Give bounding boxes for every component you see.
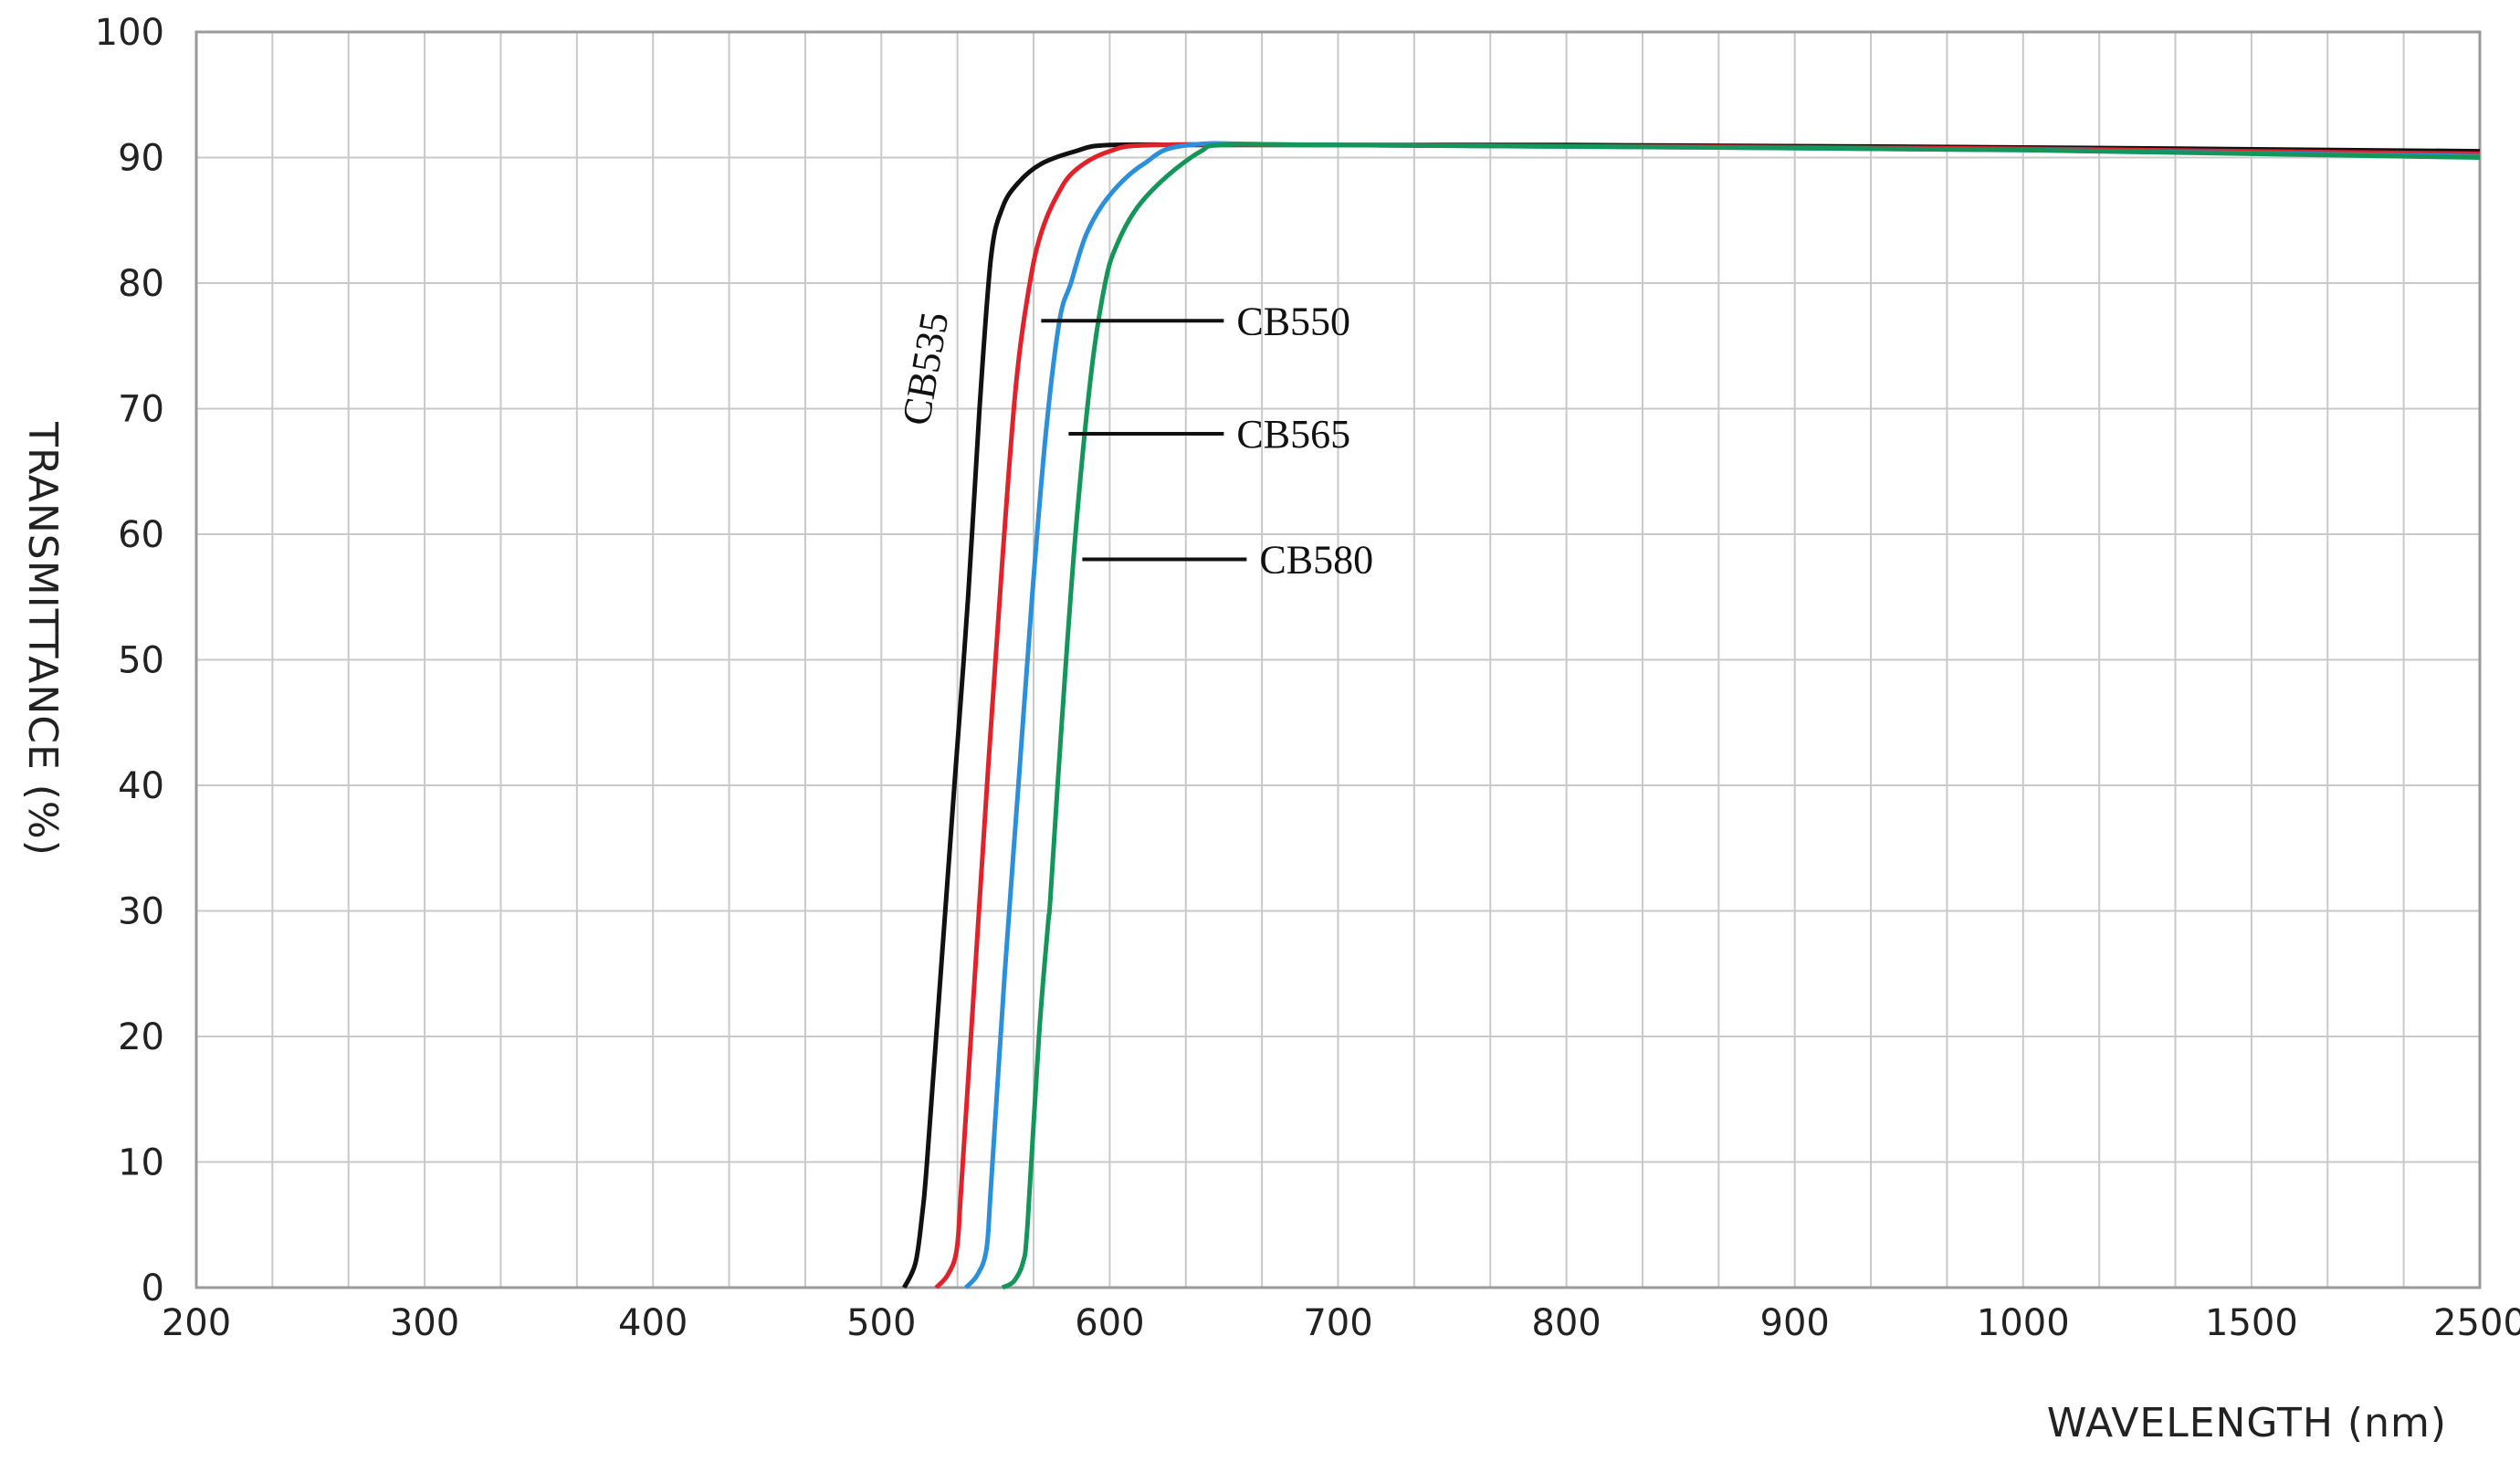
- series-line-cb565: [963, 141, 2481, 1289]
- x-tick-label: 1000: [1977, 1302, 2070, 1344]
- y-tick-label: 80: [118, 263, 164, 305]
- y-tick-label: 50: [118, 640, 164, 682]
- x-tick-label: 400: [618, 1302, 688, 1344]
- curve-labels: CB535 CB550 CB565 CB580: [894, 299, 1374, 582]
- y-tick-label: 70: [118, 389, 164, 431]
- plot-frame: [194, 30, 2482, 1289]
- x-tick-label: 2500: [2433, 1302, 2520, 1344]
- curve-label-cb535: CB535: [894, 309, 958, 428]
- series-line-cb550: [934, 142, 2481, 1289]
- y-tick-label: 30: [118, 891, 164, 933]
- plot-border: [194, 30, 2482, 1289]
- y-axis-title: TRANSMITTANCE (%): [19, 421, 66, 857]
- y-tick-label: 40: [118, 765, 164, 807]
- x-tick-label: 300: [390, 1302, 459, 1344]
- y-tick-label: 20: [118, 1016, 164, 1058]
- x-axis-title: WAVELENGTH (nm): [2047, 1400, 2447, 1446]
- curve-label-cb580: CB580: [1259, 538, 1373, 583]
- y-tick-label: 10: [118, 1142, 164, 1184]
- series-line-cb580: [1001, 142, 2481, 1290]
- curve-label-cb550: CB550: [1236, 299, 1350, 343]
- x-tick-label: 900: [1760, 1302, 1830, 1344]
- y-tick-label: 100: [95, 12, 164, 54]
- y-tick-label: 0: [142, 1267, 164, 1309]
- series-line-cb535: [902, 142, 2481, 1289]
- curve-label-cb565: CB565: [1236, 412, 1350, 457]
- y-tick-label: 60: [118, 514, 164, 556]
- grid: [195, 31, 2481, 1288]
- x-tick-label: 1500: [2205, 1302, 2298, 1344]
- x-tick-label: 200: [162, 1302, 231, 1344]
- x-tick-label: 500: [846, 1302, 916, 1344]
- x-tick-label: 700: [1303, 1302, 1372, 1344]
- series-layer: [902, 141, 2481, 1290]
- y-tick-label: 90: [118, 138, 164, 180]
- x-tick-label: 800: [1531, 1302, 1601, 1344]
- tick-labels: 200 300 400 500 600 700 800 900 1000 1500 2500 0 10 2…: [95, 12, 2520, 1344]
- x-tick-label: 600: [1075, 1302, 1144, 1344]
